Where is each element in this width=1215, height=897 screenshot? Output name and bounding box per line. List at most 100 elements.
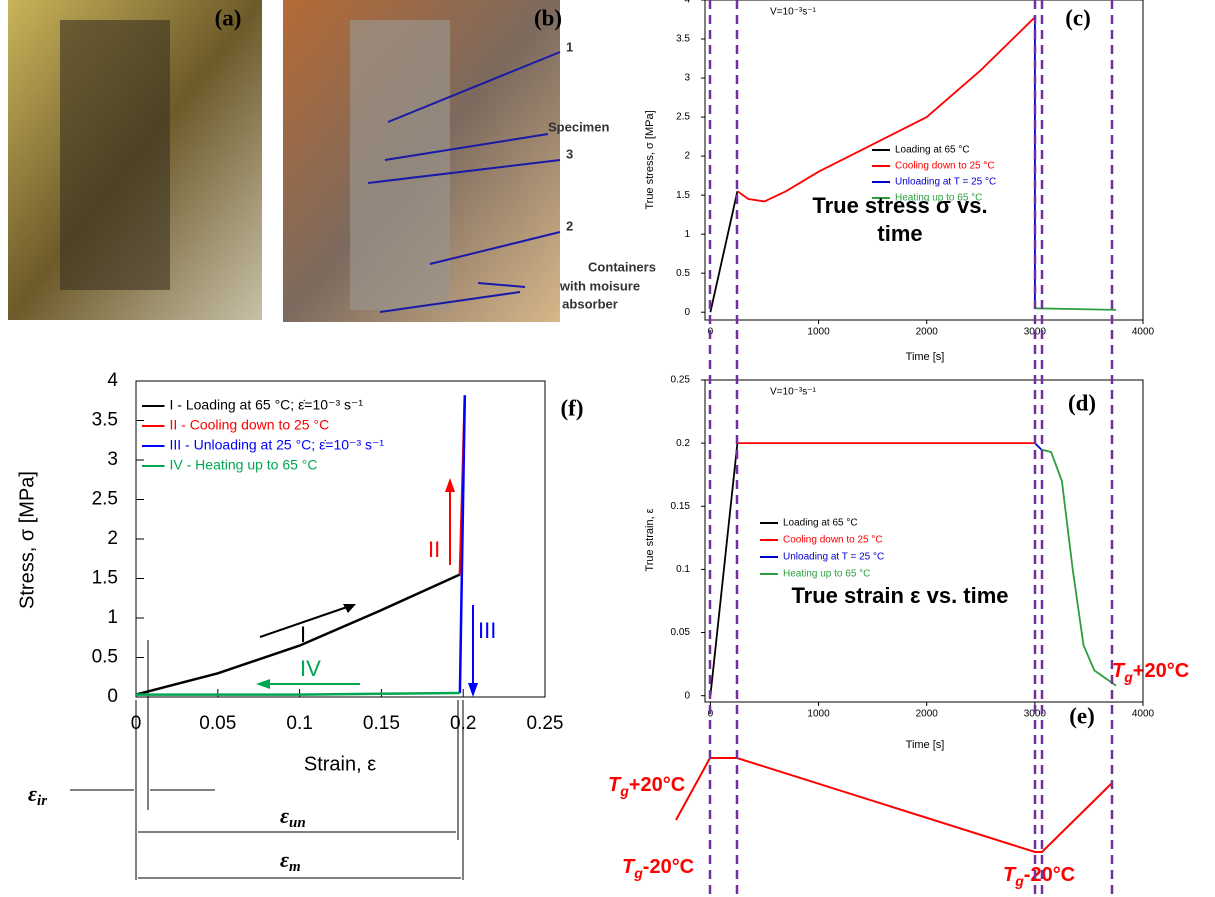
- rest: +20°C: [1133, 660, 1189, 682]
- series-line: [136, 693, 460, 695]
- phase-dividers: [710, 0, 1112, 897]
- x-tick-label: 0.2: [450, 713, 476, 734]
- y-tick-label: 3: [107, 449, 118, 470]
- y-tick-label: 3.5: [676, 34, 690, 45]
- legend-label: III - Unloading at 25 °C; ε̇=10⁻³ s⁻¹: [170, 437, 385, 453]
- x-tick-label: 0.1: [286, 713, 312, 734]
- x-axis-label: Time [s]: [906, 351, 945, 363]
- y-tick-label: 2.5: [92, 489, 118, 510]
- x-tick-label: 4000: [1132, 709, 1155, 720]
- y-tick-label: 2: [684, 151, 690, 162]
- y-tick-label: 0.25: [671, 375, 691, 386]
- panel-label: (c): [1065, 5, 1091, 30]
- series-line: [737, 17, 1035, 201]
- stage-label: IV: [300, 656, 321, 681]
- legend-label: Unloading at T = 25 °C: [783, 552, 884, 563]
- strain-label: εm: [280, 847, 301, 875]
- temperature-profile: [676, 758, 1112, 852]
- y-tick-label: 2.5: [676, 112, 690, 123]
- x-axis-label: Time [s]: [906, 739, 945, 751]
- rest: +20°C: [629, 774, 685, 796]
- sub: g: [633, 865, 643, 881]
- sub: g: [619, 783, 629, 799]
- stage-label: III: [478, 618, 496, 643]
- y-axis-label: True stress, σ [MPa]: [644, 110, 656, 209]
- photo-annotation: 2: [566, 218, 573, 233]
- sub: m: [289, 859, 301, 875]
- y-tick-label: 0.5: [92, 647, 118, 668]
- photo-annotation: 1: [566, 39, 573, 54]
- panel-label: (a): [215, 5, 242, 30]
- y-tick-label: 1.5: [92, 568, 118, 589]
- y-tick-label: 4: [684, 0, 690, 6]
- rest: -20°C: [1024, 864, 1075, 886]
- legend-label: II - Cooling down to 25 °C: [170, 417, 330, 433]
- y-tick-label: 0: [107, 686, 118, 707]
- y-tick-label: 2: [107, 528, 118, 549]
- temperature-label: Tg-20°C: [1003, 864, 1075, 888]
- y-tick-label: 3: [684, 73, 690, 84]
- y-tick-label: 0.1: [676, 564, 690, 575]
- legend-label: Cooling down to 25 °C: [783, 535, 883, 546]
- legend-label: Cooling down to 25 °C: [895, 161, 995, 172]
- y-tick-label: 0: [684, 690, 690, 701]
- symbol: ε: [280, 847, 289, 872]
- legend-label: Loading at 65 °C: [895, 145, 970, 156]
- y-axis-label: True strain, ε: [644, 508, 656, 571]
- symbol: ε: [28, 781, 37, 806]
- strain-label: εir: [28, 781, 47, 809]
- sub: un: [289, 815, 306, 831]
- x-axis-label: Strain, ε: [304, 753, 376, 775]
- sub: g: [1014, 873, 1024, 889]
- symbol: ε: [280, 803, 289, 828]
- figure: (a) (b) (c) (d) (e) (f) 1 Specimen 3 2 C…: [0, 0, 1215, 897]
- x-tick-label: 1000: [807, 709, 830, 720]
- rest: -20°C: [643, 856, 694, 878]
- x-tick-label: 0.25: [527, 713, 564, 734]
- x-tick-label: 1000: [807, 327, 830, 338]
- legend-label: Heating up to 65 °C: [783, 569, 870, 580]
- y-tick-label: 1: [684, 229, 690, 240]
- x-tick-label: 4000: [1132, 327, 1155, 338]
- y-tick-label: 0.5: [676, 268, 690, 279]
- panel-label: (f): [561, 395, 584, 420]
- y-tick-label: 3.5: [92, 410, 118, 431]
- photo-annotation: Containers: [588, 259, 656, 274]
- photo-annotation: Specimen: [548, 119, 609, 134]
- panel-label: (d): [1068, 390, 1096, 415]
- y-tick-label: 4: [107, 370, 118, 391]
- annotation: V=10⁻³s⁻¹: [770, 7, 817, 18]
- photo-b-grips: [350, 20, 450, 310]
- photo-annotation: absorber: [562, 296, 618, 311]
- x-tick-label: 0: [131, 713, 142, 734]
- y-tick-label: 1: [107, 607, 118, 628]
- photo-a-machine: [60, 20, 170, 290]
- legend-label: IV - Heating up to 65 °C: [170, 457, 318, 473]
- series-line: [1035, 443, 1041, 449]
- y-tick-label: 0.15: [671, 501, 691, 512]
- panel-label: (e): [1069, 703, 1095, 728]
- y-tick-label: 0: [684, 307, 690, 318]
- y-tick-label: 0.05: [671, 627, 691, 638]
- strain-dimension-lines: [70, 640, 463, 880]
- legend-label: Loading at 65 °C: [783, 518, 858, 529]
- temperature-label: Tg+20°C: [1112, 660, 1189, 684]
- photo-annotation: with moisure: [559, 278, 640, 293]
- x-tick-label: 0.15: [363, 713, 400, 734]
- series-line: [1041, 450, 1116, 686]
- photo-annotation: 3: [566, 146, 573, 161]
- sub: g: [1123, 669, 1133, 685]
- series-line: [710, 191, 737, 312]
- series-line: [136, 575, 460, 695]
- y-tick-label: 1.5: [676, 190, 690, 201]
- series-line: [1035, 308, 1116, 310]
- y-tick-label: 0.2: [676, 438, 690, 449]
- legend-label: Unloading at T = 25 °C: [895, 177, 996, 188]
- chart-title: True strain ε vs. time: [790, 582, 1010, 610]
- sub: ir: [37, 793, 47, 809]
- figure-canvas: (a) (b) (c) (d) (e) (f) 1 Specimen 3 2 C…: [0, 0, 1215, 897]
- legend-label: I - Loading at 65 °C; ε̇=10⁻³ s⁻¹: [170, 397, 364, 413]
- temperature-label: Tg+20°C: [608, 774, 685, 798]
- stage-label: II: [428, 537, 440, 562]
- temperature-label: Tg-20°C: [622, 856, 694, 880]
